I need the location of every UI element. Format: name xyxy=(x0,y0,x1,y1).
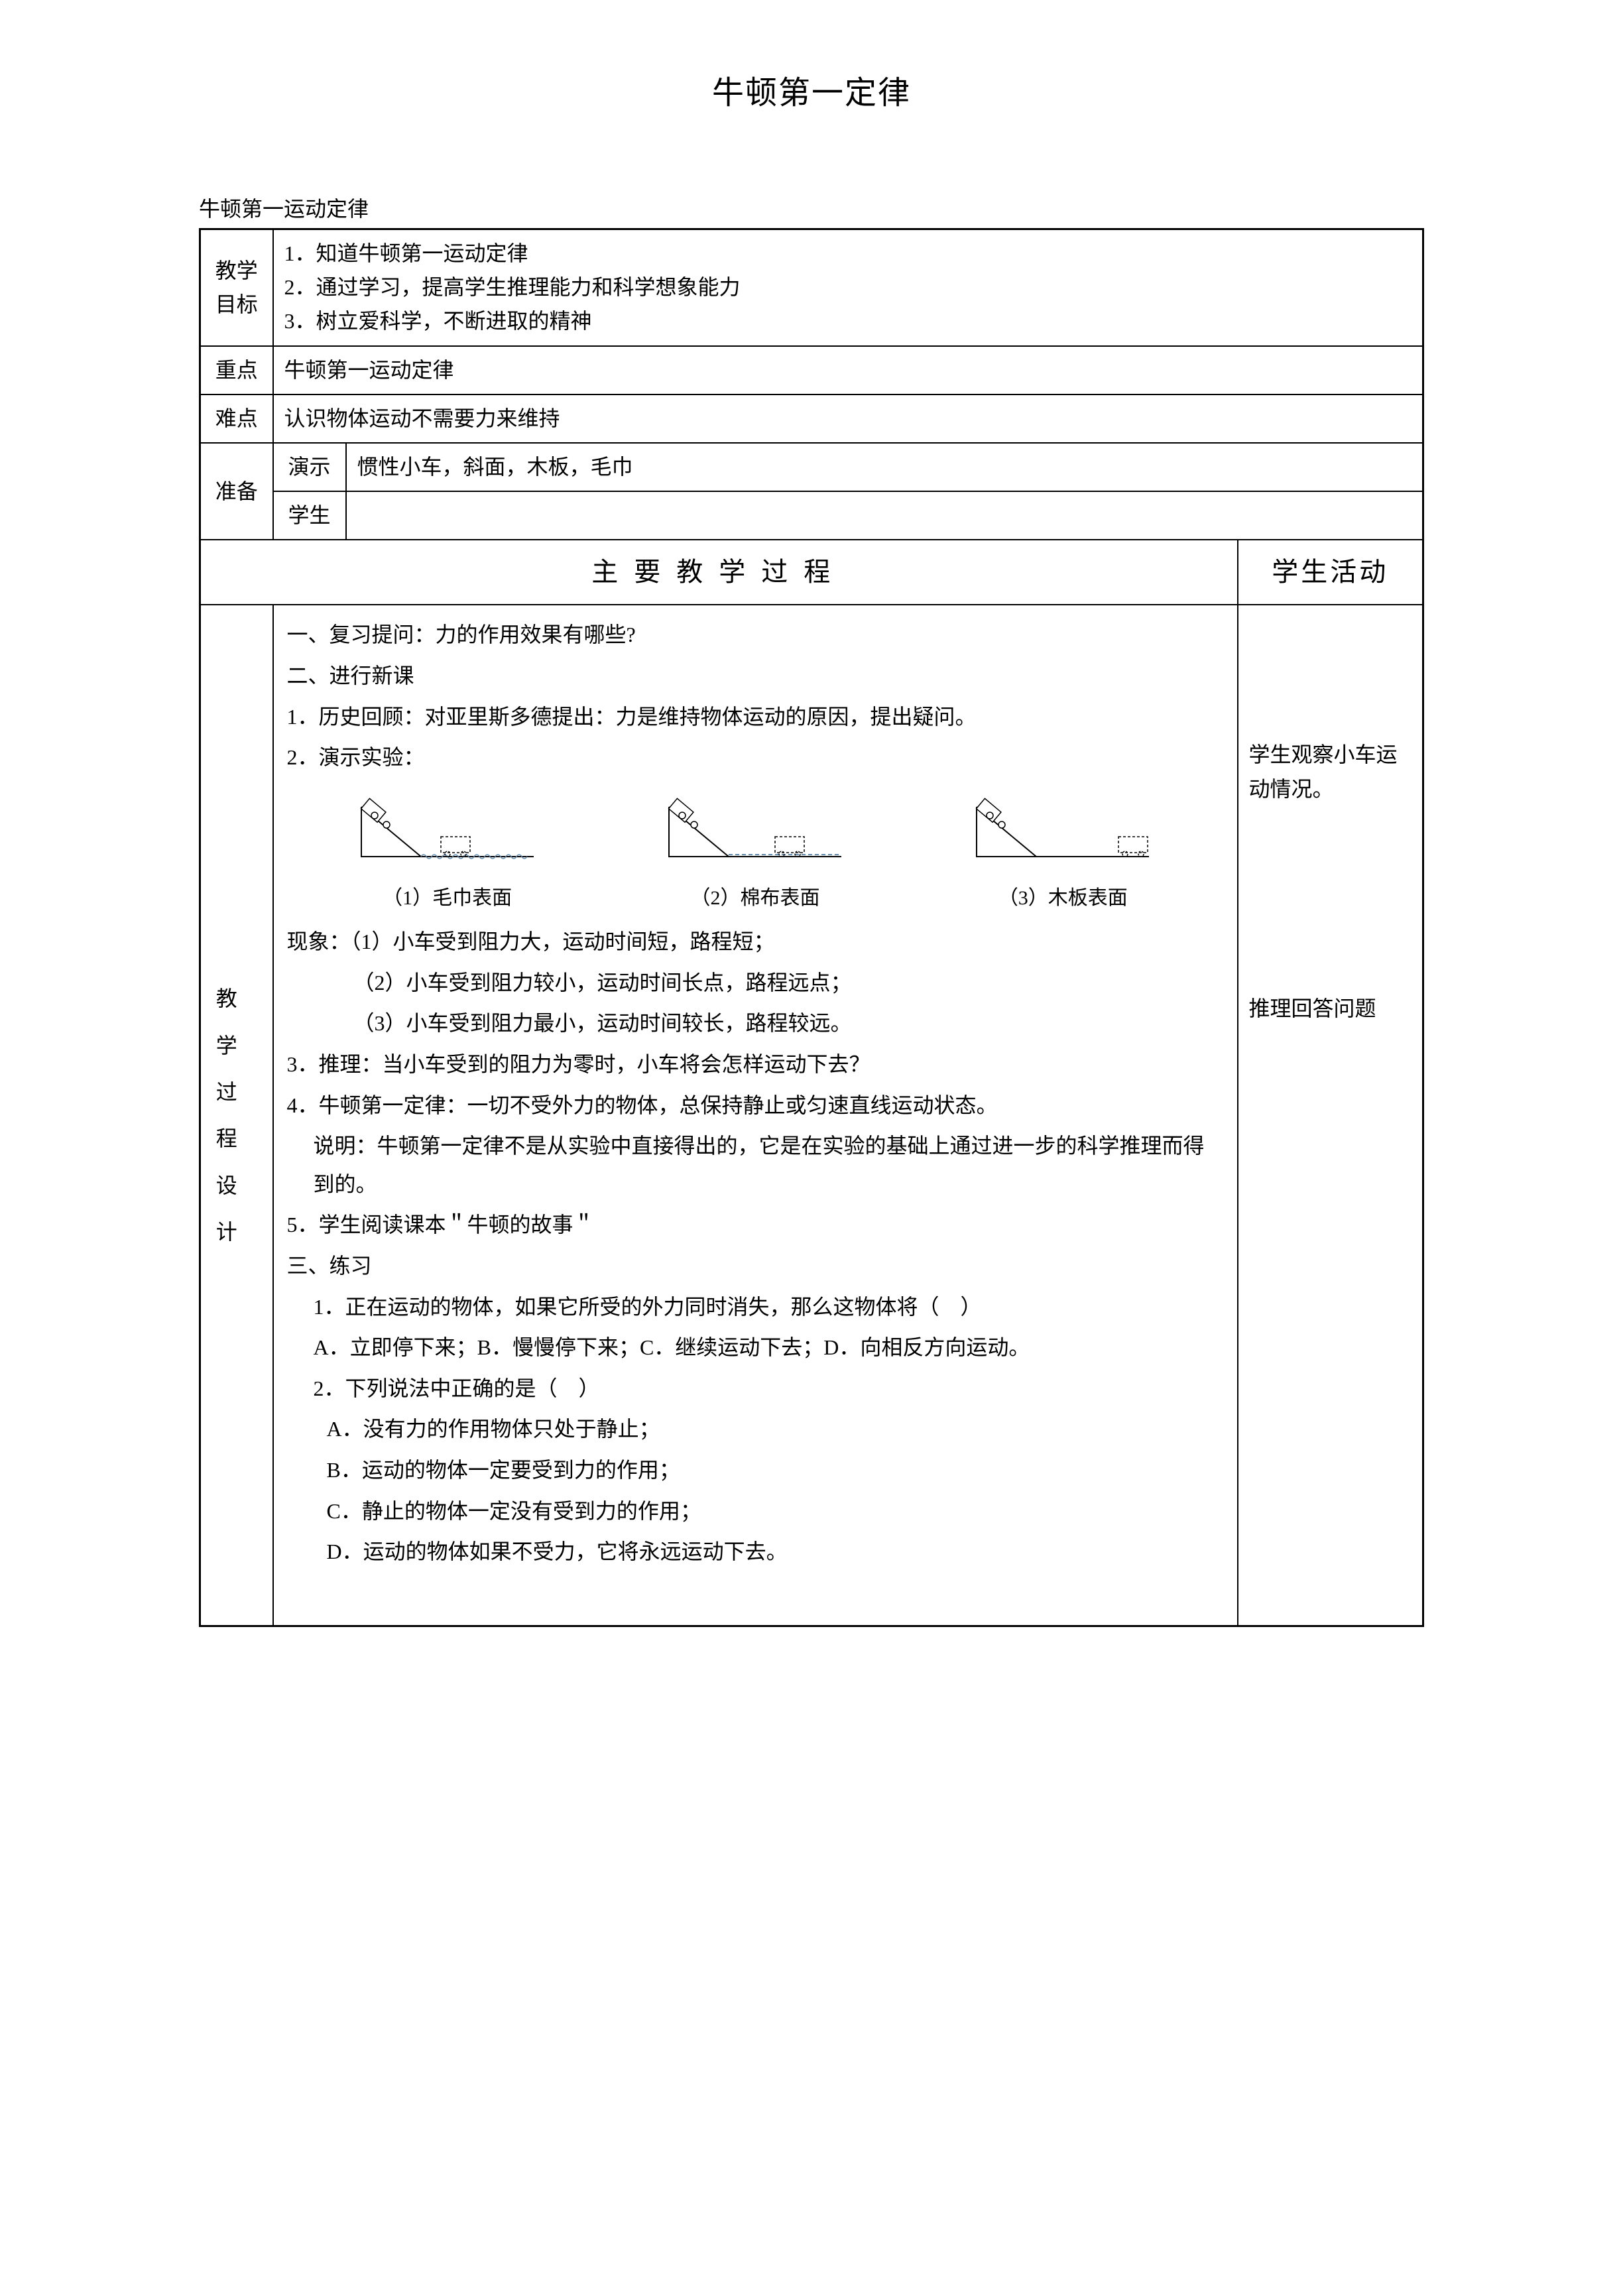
objective-1: 1．知道牛顿第一运动定律 xyxy=(284,237,1412,271)
prep-student-label: 学生 xyxy=(273,491,346,540)
question-2: 2．下列说法中正确的是（ ） xyxy=(287,1370,1224,1408)
prep-label: 准备 xyxy=(200,443,273,540)
activity-1: 学生观察小车运动情况。 xyxy=(1249,738,1412,806)
experiment-diagrams: （1）毛巾表面 （2）棉布表面 xyxy=(287,797,1224,917)
diagram-3: （3）木板表面 xyxy=(909,797,1217,917)
question-2-c: C．静止的物体一定没有受到力的作用； xyxy=(287,1492,1224,1531)
section-3: 三、练习 xyxy=(287,1247,1224,1286)
prep-student-row: 学生 xyxy=(200,491,1423,540)
question-2-b: B．运动的物体一定要受到力的作用； xyxy=(287,1451,1224,1490)
objective-3: 3．树立爱科学，不断进取的精神 xyxy=(284,304,1412,338)
question-1: 1．正在运动的物体，如果它所受的外力同时消失，那么这物体将（ ） xyxy=(287,1288,1224,1327)
process-item-5: 5．学生阅读课本＂牛顿的故事＂ xyxy=(287,1206,1224,1244)
document-subtitle: 牛顿第一运动定律 xyxy=(199,192,1424,223)
process-item-1: 1．历史回顾：对亚里斯多德提出：力是维持物体运动的原因，提出疑问。 xyxy=(287,698,1224,737)
objective-label: 教学 目标 xyxy=(200,229,273,346)
process-item-4: 4．牛顿第一定律：一切不受外力的物体，总保持静止或匀速直线运动状态。 xyxy=(287,1087,1224,1125)
section-2: 二、进行新课 xyxy=(287,657,1224,695)
section-header-row: 主要教学过程 学生活动 xyxy=(200,540,1423,605)
process-header: 主要教学过程 xyxy=(200,540,1238,605)
ramp-diagram-1 xyxy=(355,797,540,870)
difficulty-label: 难点 xyxy=(200,394,273,443)
process-item-3: 3．推理：当小车受到的阻力为零时，小车将会怎样运动下去？ xyxy=(287,1046,1224,1084)
question-2-d: D．运动的物体如果不受力，它将永远运动下去。 xyxy=(287,1533,1224,1571)
phenomenon-3: （3）小车受到阻力最小，运动时间较长，路程较远。 xyxy=(287,1004,1224,1043)
activity-content: 学生观察小车运动情况。 推理回答问题 xyxy=(1238,605,1423,1626)
prep-student-content xyxy=(346,491,1423,540)
process-label: 教 学 过 程 设 计 xyxy=(200,605,273,1626)
diagram-2: （2）棉布表面 xyxy=(601,797,909,917)
diagram-caption-1: （1）毛巾表面 xyxy=(294,880,601,916)
process-content: 一、复习提问：力的作用效果有哪些? 二、进行新课 1．历史回顾：对亚里斯多德提出… xyxy=(273,605,1238,1626)
prep-demo-content: 惯性小车，斜面，木板，毛巾 xyxy=(346,443,1423,491)
ramp-diagram-2 xyxy=(662,797,848,870)
process-row: 教 学 过 程 设 计 一、复习提问：力的作用效果有哪些? 二、进行新课 1．历… xyxy=(200,605,1423,1626)
phenomenon-2: （2）小车受到阻力较小，运动时间长点，路程远点； xyxy=(287,964,1224,1002)
difficulty-row: 难点 认识物体运动不需要力来维持 xyxy=(200,394,1423,443)
question-1-options: A．立即停下来；B．慢慢停下来；C．继续运动下去；D．向相反方向运动。 xyxy=(287,1329,1224,1367)
difficulty-content: 认识物体运动不需要力来维持 xyxy=(273,394,1423,443)
activity-2: 推理回答问题 xyxy=(1249,992,1412,1026)
prep-demo-row: 准备 演示 惯性小车，斜面，木板，毛巾 xyxy=(200,443,1423,491)
objective-row: 教学 目标 1．知道牛顿第一运动定律 2．通过学习，提高学生推理能力和科学想象能… xyxy=(200,229,1423,346)
objective-content: 1．知道牛顿第一运动定律 2．通过学习，提高学生推理能力和科学想象能力 3．树立… xyxy=(273,229,1423,346)
diagram-caption-2: （2）棉布表面 xyxy=(601,880,909,916)
activity-header: 学生活动 xyxy=(1238,540,1423,605)
process-note: 说明：牛顿第一定律不是从实验中直接得出的，它是在实验的基础上通过进一步的科学推理… xyxy=(287,1127,1224,1203)
question-2-a: A．没有力的作用物体只处于静止； xyxy=(287,1410,1224,1449)
diagram-1: （1）毛巾表面 xyxy=(294,797,601,917)
document-title: 牛顿第一定律 xyxy=(199,66,1424,113)
keypoint-label: 重点 xyxy=(200,346,273,394)
prep-demo-label: 演示 xyxy=(273,443,346,491)
phenomenon-1: 现象：（1）小车受到阻力大，运动时间短，路程短； xyxy=(287,923,1224,961)
keypoint-content: 牛顿第一运动定律 xyxy=(273,346,1423,394)
section-1: 一、复习提问：力的作用效果有哪些? xyxy=(287,616,1224,654)
process-item-2: 2．演示实验： xyxy=(287,739,1224,777)
keypoint-row: 重点 牛顿第一运动定律 xyxy=(200,346,1423,394)
diagram-caption-3: （3）木板表面 xyxy=(909,880,1217,916)
ramp-diagram-3 xyxy=(970,797,1156,870)
objective-2: 2．通过学习，提高学生推理能力和科学想象能力 xyxy=(284,271,1412,304)
lesson-plan-table: 教学 目标 1．知道牛顿第一运动定律 2．通过学习，提高学生推理能力和科学想象能… xyxy=(199,228,1424,1627)
